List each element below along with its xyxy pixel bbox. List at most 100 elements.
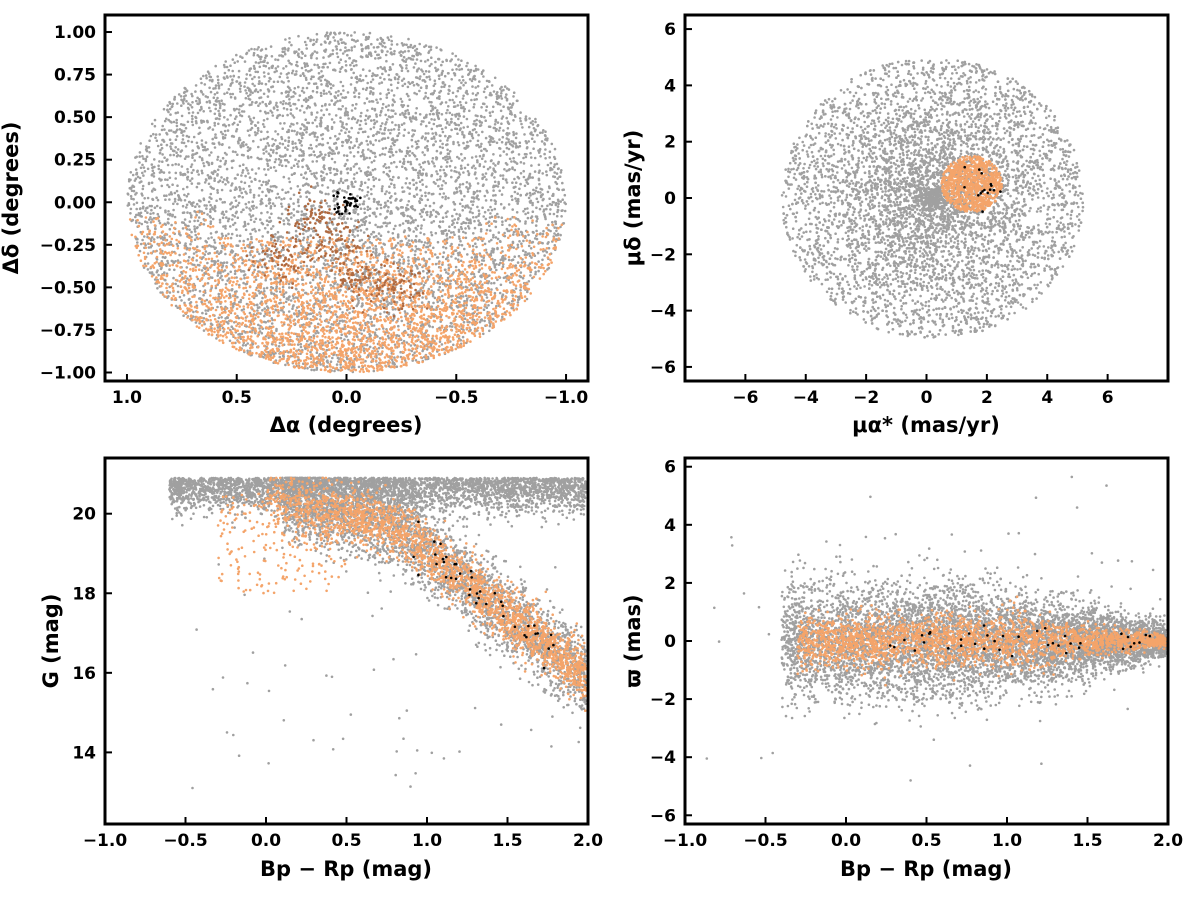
sky-field-point <box>243 277 246 280</box>
sky-field-point <box>376 350 379 353</box>
sky-field-point <box>393 184 396 187</box>
sky-field-point <box>309 281 312 284</box>
sky-field-point <box>280 72 283 75</box>
sky-field-point <box>487 209 490 212</box>
sky-field-point <box>280 203 283 206</box>
sky-field-point <box>418 163 421 166</box>
sky-field-point <box>178 93 181 96</box>
sky-field-point <box>170 148 173 151</box>
sky-field-point <box>455 266 458 269</box>
sky-field-point <box>337 90 340 93</box>
sky-field-point <box>278 196 281 199</box>
sky-field-point <box>300 346 303 349</box>
sky-field-point <box>513 91 516 94</box>
sky-field-point <box>256 251 259 254</box>
sky-field-point <box>409 150 412 153</box>
sky-field-point <box>460 82 463 85</box>
sky-field-point <box>216 174 219 177</box>
sky-field-point <box>143 197 146 200</box>
sky-field-point <box>530 131 533 134</box>
sky-field-point <box>388 74 391 77</box>
sky-field-point <box>202 75 205 78</box>
sky-field-point <box>219 107 222 110</box>
sky-field-point <box>313 369 316 372</box>
sky-field-point <box>542 198 545 201</box>
sky-field-point <box>284 139 287 142</box>
sky-field-point <box>313 260 316 263</box>
sky-field-point <box>372 251 375 254</box>
sky-field-point <box>433 165 436 168</box>
sky-field-point <box>398 259 401 262</box>
sky-field-point <box>453 72 456 75</box>
sky-field-point <box>425 251 428 254</box>
sky-field-point <box>306 223 309 226</box>
sky-field-point <box>498 138 501 141</box>
sky-field-point <box>525 156 528 159</box>
sky-field-point <box>288 140 291 143</box>
sky-field-point <box>221 233 224 236</box>
sky-field-point <box>296 210 299 213</box>
sky-field-point <box>194 289 197 292</box>
sky-field-point <box>394 192 397 195</box>
sky-field-point <box>284 364 287 367</box>
sky-field-point <box>440 64 443 67</box>
sky-field-point <box>325 270 328 273</box>
sky-field-point <box>486 229 489 232</box>
sky-field-point <box>450 160 453 163</box>
sky-field-point <box>357 230 360 233</box>
sky-field-point <box>550 162 553 165</box>
sky-field-point <box>216 306 219 309</box>
sky-field-point <box>330 360 333 363</box>
sky-field-point <box>412 230 415 233</box>
sky-field-point <box>233 196 236 199</box>
sky-field-point <box>435 263 438 266</box>
sky-field-point <box>427 160 430 163</box>
sky-field-point <box>321 289 324 292</box>
sky-field-point <box>277 267 280 270</box>
sky-field-point <box>456 190 459 193</box>
sky-field-point <box>141 239 144 242</box>
sky-field-point <box>478 209 481 212</box>
sky-field-point <box>149 213 152 216</box>
sky-field-point <box>488 274 491 277</box>
sky-field-point <box>430 211 433 214</box>
sky-field-point <box>535 224 538 227</box>
sky-field-point <box>358 188 361 191</box>
sky-field-point <box>433 136 436 139</box>
sky-field-point <box>489 144 492 147</box>
sky-field-point <box>202 162 205 165</box>
sky-field-point <box>338 32 341 35</box>
sky-field-point <box>139 142 142 145</box>
sky-field-point <box>242 163 245 166</box>
sky-field-point <box>513 178 516 181</box>
sky-field-point <box>265 150 268 153</box>
sky-field-point <box>290 44 293 47</box>
sky-field-point <box>192 311 195 314</box>
sky-field-point <box>180 95 183 98</box>
sky-field-point <box>215 231 218 234</box>
sky-field-point <box>367 209 370 212</box>
sky-field-point <box>230 96 233 99</box>
sky-field-point <box>148 151 151 154</box>
sky-field-point <box>430 273 433 276</box>
sky-field-point <box>364 119 367 122</box>
sky-field-point <box>370 233 373 236</box>
sky-field-point <box>538 164 541 167</box>
sky-field-point <box>321 184 324 187</box>
sky-field-point <box>296 278 299 281</box>
sky-field-point <box>248 134 251 137</box>
sky-field-point <box>533 127 536 130</box>
sky-field-point <box>442 169 445 172</box>
sky-field-point <box>551 143 554 146</box>
sky-field-point <box>430 63 433 66</box>
sky-field-point <box>514 161 517 164</box>
sky-field-point <box>459 240 462 243</box>
sky-field-point <box>395 166 398 169</box>
sky-field-point <box>455 179 458 182</box>
sky-field-point <box>478 80 481 83</box>
sky-field-point <box>434 79 437 82</box>
sky-field-point <box>310 78 313 81</box>
sky-field-point <box>155 196 158 199</box>
sky-field-point <box>182 138 185 141</box>
